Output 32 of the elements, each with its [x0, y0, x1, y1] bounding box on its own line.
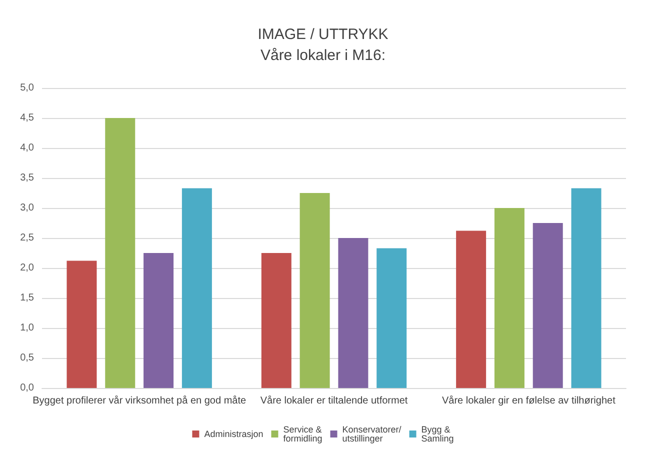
legend-label: Service & formidling: [283, 424, 322, 444]
bar: [105, 118, 136, 388]
bar: [144, 253, 174, 388]
bar: [571, 188, 602, 388]
y-tick-label: 0,0: [20, 382, 34, 394]
y-tick-label: 5,0: [20, 82, 34, 94]
y-tick-label: 3,0: [20, 202, 34, 214]
legend-label: Bygg & Samling: [421, 424, 454, 444]
legend-label: Administrasjon: [204, 429, 264, 439]
chart-title: IMAGE / UTTRYKK: [258, 26, 388, 43]
x-tick-label: Våre lokaler gir en følelse av tilhørighet: [442, 394, 616, 406]
y-tick-label: 1,5: [20, 292, 34, 304]
bar: [376, 248, 407, 388]
bar: [66, 260, 97, 388]
y-tick-label: 3,5: [20, 172, 34, 184]
x-tick-label: Våre lokaler er tiltalende utformet: [260, 394, 408, 406]
legend-label: Konservatorer/ utstillinger: [342, 424, 402, 444]
y-tick-label: 4,0: [20, 142, 34, 154]
bar: [494, 208, 524, 388]
bar: [182, 188, 212, 388]
chart-subtitle: Våre lokaler i M16:: [260, 47, 386, 64]
bar: [532, 223, 563, 388]
bar: [338, 238, 368, 388]
y-tick-label: 2,5: [20, 232, 34, 244]
y-tick-label: 4,5: [20, 112, 34, 124]
bar: [456, 230, 486, 388]
y-tick-label: 0,5: [20, 352, 34, 364]
y-tick-label: 2,0: [20, 262, 34, 274]
y-tick-label: 1,0: [20, 322, 34, 334]
bar: [261, 253, 292, 388]
x-tick-label: Bygget profilerer vår virksomhet på en god måte: [32, 394, 246, 406]
bar: [300, 193, 330, 388]
